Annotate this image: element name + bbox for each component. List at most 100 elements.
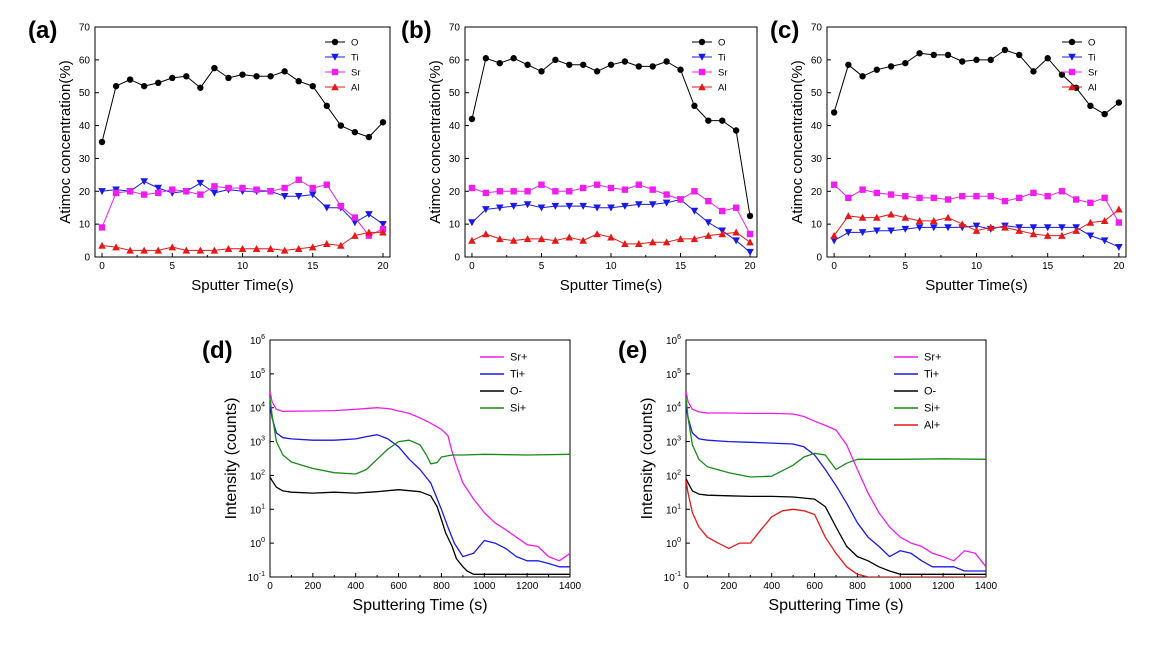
legend-entry: Sr+ [924,352,941,364]
data-point [210,189,219,197]
data-point [858,229,867,237]
series-layer [98,64,387,254]
data-point [239,184,246,192]
x-tick-label: 15 [675,261,687,272]
data-point [365,232,373,239]
data-point [1016,194,1023,202]
data-point [746,212,754,220]
data-point [1058,188,1066,195]
legend-marker [698,38,706,46]
data-point [126,188,134,195]
data-point [916,194,923,202]
series-layer [686,391,986,577]
data-point [1043,231,1052,239]
data-point [112,82,120,90]
legend-entry: Ti+ [924,369,939,381]
chart-1: 0 5 10 15 20 0 10 20 30 40 50 60 70 Sputter Time(s) At… [57,23,391,294]
panel-label-a: (a) [28,17,57,44]
data-point [496,59,503,67]
x-tick-label: 1400 [559,581,582,592]
x-tick-label: 0 [99,261,105,272]
series-line-si [686,397,986,478]
data-point [635,181,643,188]
data-point [621,58,629,65]
data-point [281,68,288,75]
data-point [225,184,232,192]
y-tick-label: 102 [666,469,681,482]
plot-frame [464,26,758,258]
data-point [930,51,937,59]
x-tick-label: 20 [377,261,389,272]
series-line-o [101,67,384,143]
y-tick-label: 70 [811,23,823,34]
data-point [830,109,838,116]
data-point [98,188,106,196]
y-tick-label: 100 [250,537,265,550]
chart-4: 0 200 400 600 800 1000 1200 1400 10-1 100 101 102 10… [223,334,582,614]
data-point [495,204,504,212]
y-tick-label: 103 [666,436,681,449]
data-point [482,230,490,238]
data-point [1001,46,1009,54]
data-point [98,241,106,249]
data-point [705,117,712,124]
data-point [691,102,698,110]
legend: Sr+ Ti+ O- Si+ [480,352,527,415]
data-point [183,73,190,80]
data-point [844,212,853,220]
data-point [635,63,643,70]
data-point [987,56,994,64]
data-point [322,204,331,212]
data-point [565,233,574,241]
data-point [873,213,881,221]
data-point [154,184,163,192]
data-point [593,181,601,188]
legend-marker [331,83,339,91]
data-point [322,240,331,248]
data-point [140,246,148,254]
data-point [901,213,910,221]
x-axis-title: Sputtering Time (s) [768,597,903,614]
data-point [676,235,685,243]
y-axis-title: Intensity (counts) [639,398,656,520]
data-point [295,78,302,85]
data-point [916,50,923,57]
y-axis-title: Atimoc concentration(%) [789,60,806,223]
data-point [732,228,740,236]
data-point [126,76,134,83]
data-point [845,194,852,202]
y-tick-label: 10 [79,220,91,231]
data-point [929,224,938,232]
panel-label-d: (d) [202,337,233,364]
y-tick-label: 60 [811,55,823,66]
x-tick-label: 5 [169,261,175,272]
data-point [635,201,643,209]
data-point [1086,232,1095,240]
y-tick-label: 106 [666,334,681,347]
x-tick-label: 5 [903,261,909,272]
series-layer [830,46,1123,251]
chart-3: 0 5 10 15 20 0 10 20 30 40 50 60 70 Sputter Time(s) At… [789,23,1127,294]
data-point [565,202,574,210]
x-tick-label: 5 [539,261,545,272]
data-point [593,204,601,212]
data-point [523,201,532,209]
data-point [309,82,316,90]
plot-frame [94,26,391,258]
y-tick-label: 40 [811,121,823,132]
y-tick-label: 100 [666,537,681,550]
data-point [887,210,895,218]
y-tick-label: 104 [250,402,265,415]
legend: Sr+ Ti+ O- Si+ Al+ [894,352,941,432]
data-point [294,244,303,252]
y-tick-label: 104 [666,402,681,415]
data-point [196,246,205,254]
legend-marker [1068,83,1076,91]
data-point [873,189,881,197]
data-point [239,71,246,78]
data-point [579,202,587,210]
data-point [468,115,476,123]
data-point [523,235,532,243]
data-point [112,189,120,197]
data-point [887,63,895,70]
